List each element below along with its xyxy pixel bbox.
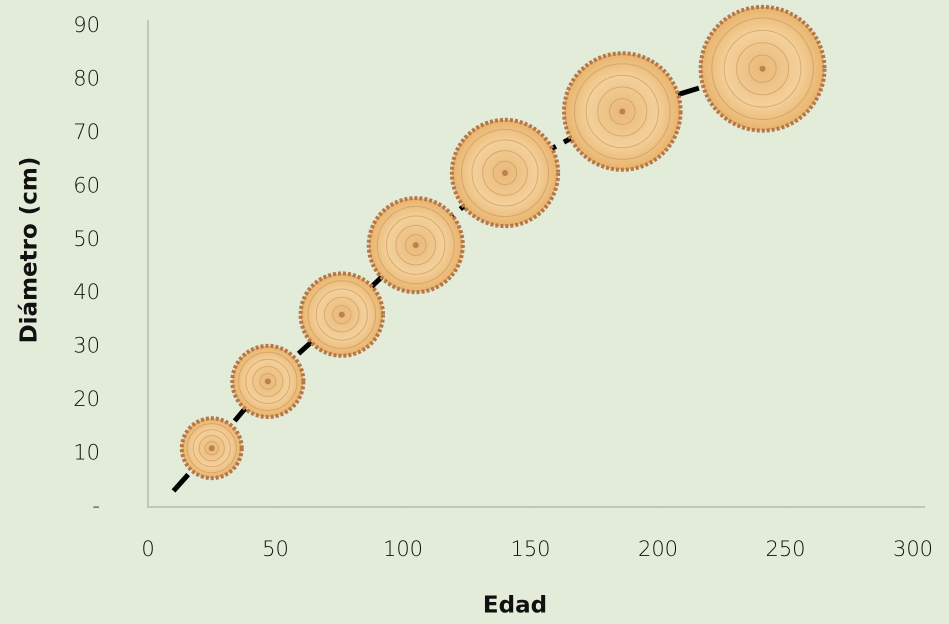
ring-line: [238, 351, 298, 412]
tree-ring-marker: [449, 117, 561, 229]
ring-line: [245, 358, 291, 404]
ring-line: [471, 139, 539, 207]
ring-line: [585, 74, 659, 149]
ring-line: [332, 305, 352, 325]
tree-ring-marker: [179, 416, 244, 481]
ring-line: [192, 429, 231, 468]
ring-core: [759, 65, 766, 72]
ring-line: [736, 42, 790, 96]
x-tick-label: 50: [262, 537, 289, 561]
tree-ring-marker: [230, 343, 306, 419]
ring-line: [198, 435, 225, 462]
tree-ring-marker: [298, 271, 385, 358]
y-tick-label: 80: [73, 66, 100, 90]
ring-core: [412, 242, 419, 249]
ring-line: [307, 280, 377, 349]
y-axis-title: Diámetro (cm): [17, 157, 43, 344]
y-tick-label: 50: [73, 227, 100, 251]
ring-line: [323, 296, 360, 333]
ring-line: [482, 150, 528, 196]
ring-line: [597, 86, 648, 137]
ring-line: [404, 234, 427, 256]
y-tick-label: 70: [73, 120, 100, 144]
ring-line: [748, 54, 777, 83]
ring-core: [619, 108, 626, 115]
ring-line: [711, 17, 814, 121]
ring-line: [608, 98, 636, 125]
ring-line: [315, 288, 368, 341]
y-tick-label: 20: [73, 387, 100, 411]
ring-core: [264, 378, 271, 385]
ring-line: [492, 160, 518, 186]
x-tick-label: 150: [510, 537, 550, 561]
tree-ring-marker: [698, 4, 827, 133]
x-tick-label: 200: [638, 537, 678, 561]
ring-line: [186, 423, 237, 474]
x-axis-title: Edad: [483, 593, 547, 619]
ring-line: [386, 215, 446, 275]
tree-ring-marker: [366, 196, 465, 295]
y-tick-label: -: [92, 494, 100, 518]
ring-line: [204, 441, 219, 456]
x-tick-label: 250: [765, 537, 805, 561]
y-tick-label: 10: [73, 441, 100, 465]
ring-line: [723, 29, 802, 108]
ring-line: [376, 206, 455, 285]
x-tick-label: 100: [383, 537, 423, 561]
ring-line: [252, 365, 284, 397]
ring-core: [208, 445, 215, 452]
x-tick-label: 300: [893, 537, 933, 561]
tree-ring-marker: [562, 51, 683, 172]
ring-line: [460, 128, 550, 218]
x-tick-label: 0: [141, 537, 154, 561]
y-tick-label: 40: [73, 280, 100, 304]
ring-core: [502, 169, 508, 176]
ring-line: [395, 224, 437, 266]
ring-line: [573, 63, 671, 160]
ring-core: [338, 311, 345, 318]
y-tick-label: 60: [73, 173, 100, 197]
y-tick-label: 30: [73, 334, 100, 358]
ring-line: [259, 373, 277, 390]
y-tick-label: 90: [73, 13, 100, 37]
